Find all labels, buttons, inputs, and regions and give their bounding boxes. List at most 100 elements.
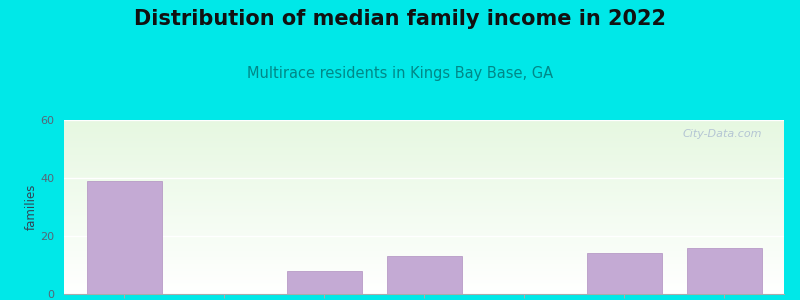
Bar <box>64 139 784 140</box>
Bar <box>64 223 784 224</box>
Bar <box>64 135 784 136</box>
Bar <box>64 237 784 238</box>
Bar <box>64 231 784 232</box>
Bar <box>64 164 784 165</box>
Bar <box>64 141 784 142</box>
Bar <box>64 240 784 241</box>
Bar <box>64 126 784 127</box>
Bar <box>64 179 784 180</box>
Bar <box>64 278 784 279</box>
Bar <box>64 236 784 237</box>
Bar <box>86 181 162 294</box>
Bar <box>386 256 462 294</box>
Bar <box>64 217 784 218</box>
Bar <box>64 143 784 144</box>
Bar <box>64 276 784 277</box>
Bar <box>64 293 784 294</box>
Bar <box>64 181 784 182</box>
Bar <box>64 166 784 167</box>
Bar <box>64 259 784 260</box>
Bar <box>64 266 784 267</box>
Bar <box>64 177 784 178</box>
Bar <box>64 184 784 185</box>
Bar <box>64 269 784 270</box>
Bar <box>64 182 784 183</box>
Bar <box>64 219 784 220</box>
Bar <box>64 244 784 245</box>
Bar <box>64 176 784 177</box>
Bar <box>64 250 784 251</box>
Bar <box>64 121 784 122</box>
Bar <box>64 129 784 130</box>
Bar <box>64 251 784 252</box>
Bar <box>64 198 784 199</box>
Bar <box>64 263 784 264</box>
Bar <box>64 171 784 172</box>
Bar <box>64 275 784 276</box>
Bar <box>64 168 784 169</box>
Bar <box>64 125 784 126</box>
Bar <box>64 212 784 213</box>
Bar <box>64 234 784 235</box>
Bar <box>586 254 662 294</box>
Bar <box>64 133 784 134</box>
Bar <box>64 167 784 168</box>
Bar <box>64 210 784 211</box>
Bar <box>64 267 784 268</box>
Bar <box>64 136 784 137</box>
Bar <box>64 186 784 187</box>
Bar <box>64 254 784 255</box>
Bar <box>64 222 784 223</box>
Bar <box>64 134 784 135</box>
Bar <box>64 282 784 283</box>
Bar <box>64 284 784 285</box>
Bar <box>64 238 784 239</box>
Bar <box>64 140 784 141</box>
Bar <box>64 193 784 194</box>
Bar <box>64 131 784 132</box>
Bar <box>64 155 784 156</box>
Bar <box>64 253 784 254</box>
Text: City-Data.com: City-Data.com <box>683 129 762 139</box>
Bar <box>64 147 784 148</box>
Bar <box>64 258 784 259</box>
Bar <box>64 191 784 192</box>
Bar <box>64 221 784 222</box>
Bar <box>64 241 784 242</box>
Bar <box>64 154 784 155</box>
Bar <box>64 289 784 290</box>
Bar <box>64 123 784 124</box>
Bar <box>64 142 784 143</box>
Bar <box>64 274 784 275</box>
Bar <box>64 243 784 244</box>
Bar <box>64 248 784 249</box>
Bar <box>64 270 784 271</box>
Bar <box>64 161 784 162</box>
Bar <box>64 208 784 209</box>
Bar <box>64 204 784 205</box>
Bar <box>64 279 784 280</box>
Bar <box>64 247 784 248</box>
Bar <box>64 124 784 125</box>
Bar <box>64 288 784 289</box>
Bar <box>64 162 784 163</box>
Bar <box>64 229 784 230</box>
Bar <box>64 252 784 253</box>
Bar <box>64 235 784 236</box>
Bar <box>64 215 784 216</box>
Bar <box>64 205 784 206</box>
Bar <box>64 120 784 121</box>
Bar <box>64 195 784 196</box>
Bar <box>64 150 784 151</box>
Bar <box>64 225 784 226</box>
Bar <box>64 209 784 210</box>
Bar <box>286 271 362 294</box>
Bar <box>64 257 784 258</box>
Bar <box>64 190 784 191</box>
Bar <box>64 122 784 123</box>
Bar <box>64 194 784 195</box>
Bar <box>64 137 784 138</box>
Bar <box>64 192 784 193</box>
Bar <box>64 220 784 221</box>
Bar <box>64 277 784 278</box>
